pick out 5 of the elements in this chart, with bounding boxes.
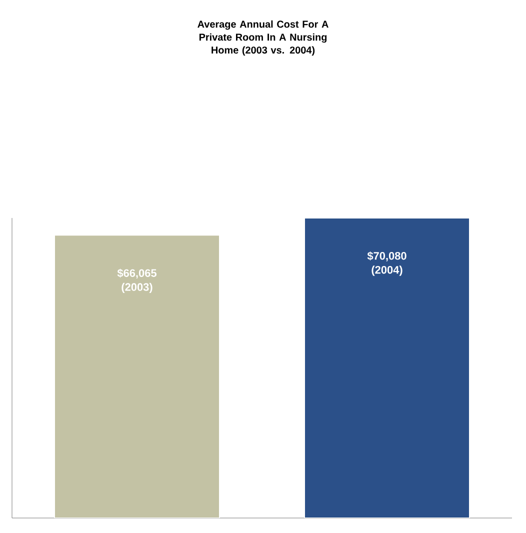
data-label: $66,065: [117, 268, 156, 279]
x-tick-label: (2004): [372, 266, 402, 276]
x-tick-label: (2003): [122, 282, 152, 294]
data-label: $70,080: [367, 252, 406, 262]
chart-title: Average Annual Cost For A Private Room In A Nursing Home (2003 vs. 2004): [198, 20, 328, 56]
